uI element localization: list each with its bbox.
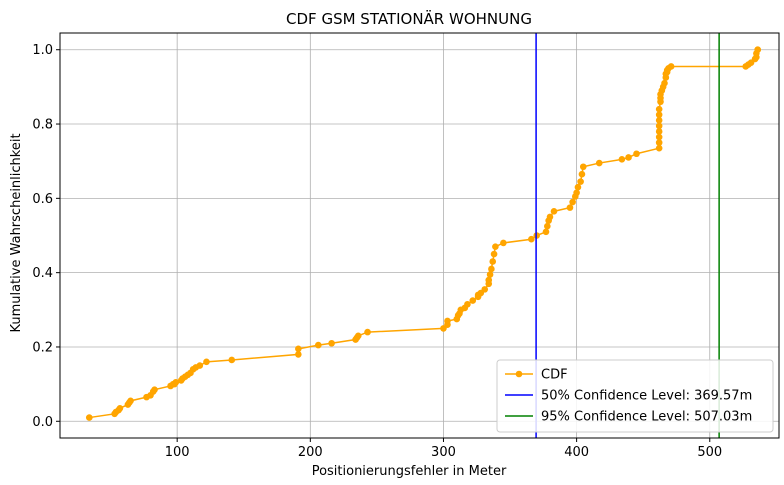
plot-frame — [59, 32, 780, 439]
y-tick-label: 0.0 — [32, 415, 53, 430]
cdf-point — [295, 351, 302, 358]
cdf-point — [464, 300, 471, 308]
cdf-point — [528, 235, 535, 243]
cdf-point — [546, 213, 554, 221]
cdf-point — [492, 243, 499, 250]
cdf-point — [489, 258, 497, 265]
cdf-point — [661, 79, 668, 87]
cdf-point — [569, 198, 576, 206]
cdf-point — [295, 345, 302, 353]
chart-title: CDF GSM STATIONÄR WOHNUNG — [286, 9, 532, 28]
cdf-point — [573, 189, 580, 197]
cdf-point — [655, 133, 663, 141]
series-layer — [85, 46, 761, 421]
cdf-point — [618, 156, 626, 163]
cdf-point — [625, 154, 632, 161]
cdf-point — [490, 250, 498, 258]
cdf-point — [550, 208, 558, 215]
cdf-point — [328, 339, 335, 347]
cdf-point — [579, 163, 587, 171]
x-tick-label: 500 — [697, 445, 722, 460]
y-tick-label: 1.0 — [32, 43, 53, 58]
cdf-point — [364, 328, 371, 336]
legend-box — [496, 359, 774, 433]
cdf-point — [633, 150, 640, 158]
cdf-point — [655, 144, 663, 152]
cdf-point — [655, 117, 663, 124]
cdf-point — [655, 128, 663, 135]
x-axis-label: Positionierungsfehler in Meter — [312, 464, 507, 479]
cdf-point — [228, 356, 236, 364]
cdf-point — [754, 46, 761, 54]
y-axis-ticks: 0.0 0.2 0.4 0.6 0.8 1.0 — [32, 43, 60, 430]
cdf-point — [566, 204, 574, 211]
legend-label: 50% Confidence Level: 369.57m — [541, 389, 752, 404]
y-tick-label: 0.6 — [32, 192, 53, 207]
cdf-point — [485, 276, 493, 284]
x-tick-label: 100 — [165, 445, 190, 460]
cdf-point — [172, 378, 180, 386]
y-tick-label: 0.2 — [32, 340, 53, 355]
cdf-point — [655, 139, 663, 146]
x-tick-label: 300 — [431, 445, 456, 460]
x-tick-label: 200 — [298, 445, 323, 460]
x-axis-ticks: 100 200 300 400 500 — [165, 438, 722, 460]
cdf-point — [542, 228, 550, 236]
cdf-point — [655, 122, 663, 130]
cdf-point — [486, 271, 494, 278]
cdf-point — [667, 63, 675, 70]
cdf-point — [116, 404, 124, 412]
legend-marker — [515, 370, 523, 378]
y-axis-label: Kumulative Wahrscheinlichkeit — [9, 133, 24, 332]
cdf-point — [203, 358, 210, 366]
cdf-point — [469, 297, 477, 304]
legend: CDF 50% Confidence Level: 369.57m 95% Conf… — [496, 359, 774, 433]
cdf-point — [577, 178, 584, 185]
cdf-point — [151, 386, 158, 393]
cdf-point — [315, 341, 322, 349]
cdf-point — [196, 362, 204, 369]
cdf-point — [578, 170, 586, 178]
x-tick-label: 400 — [564, 445, 589, 460]
y-tick-label: 0.8 — [32, 118, 53, 133]
cdf-point — [354, 332, 362, 340]
legend-label: 95% Confidence Level: 507.03m — [541, 410, 752, 425]
cdf-point — [481, 286, 489, 293]
cdf-point — [655, 105, 663, 113]
legend-label: CDF — [541, 368, 568, 383]
cdf-point — [500, 239, 507, 247]
cdf-point — [574, 183, 582, 191]
cdf-point — [655, 111, 663, 119]
cdf-point — [127, 397, 134, 405]
cdf-point — [488, 265, 495, 273]
cdf-point — [85, 414, 93, 421]
cdf-point — [444, 317, 451, 325]
cdf-point — [544, 222, 551, 230]
cdf-point — [595, 159, 603, 167]
y-tick-label: 0.4 — [32, 266, 53, 281]
